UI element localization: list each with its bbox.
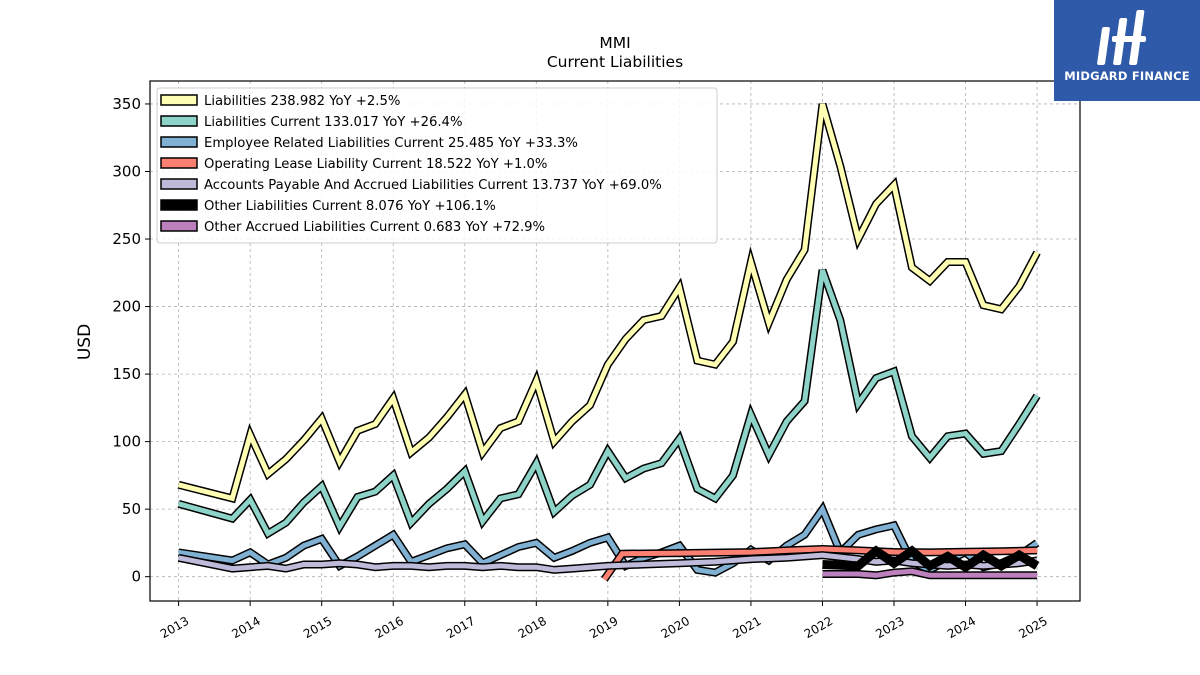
legend: Liabilities 238.982 YoY +2.5% Liabilities… [156,87,718,244]
legend-box [156,87,718,244]
x-tick-label: 2020 [659,614,692,641]
y-tick-label: 200 [112,298,141,316]
chart-title: MMI [599,34,630,52]
series-line [177,269,1040,538]
x-tick-label: 2014 [229,614,262,641]
x-tick-label: 2022 [802,614,835,641]
series-layer [177,102,1041,582]
brand-name: MIDGARD FINANCE [1064,69,1190,83]
legend-entry: Other Liabilities Current 8.076 YoY +106… [204,199,496,214]
legend-swatch [160,178,198,190]
y-axis-label: USD [75,324,95,360]
legend-entry: Liabilities Current 133.017 YoY +26.4% [204,115,462,130]
series-line [822,568,1038,578]
brand-mark-icon [1097,10,1146,65]
series-line-outline [822,545,1040,573]
legend-entry: Employee Related Liabilities Current 25.… [204,136,578,151]
chart-subtitle: Current Liabilities [547,53,683,71]
legend-swatch [160,136,198,148]
y-tick-label: 100 [112,433,141,451]
x-tick-label: 2024 [945,614,978,641]
legend-swatch [160,157,198,169]
x-tick-label: 2016 [373,614,406,641]
legend-entry: Other Accrued Liabilities Current 0.683 … [204,220,545,235]
x-tick-label: 2019 [587,614,620,641]
x-tick-label: 2025 [1016,614,1049,641]
y-tick-label: 350 [112,95,141,113]
x-axis-ticks: 2013 2014 2015 2016 2017 2018 2019 2020 2021 2022… [158,601,1050,641]
legend-entry: Operating Lease Liability Current 18.522… [204,157,547,172]
y-tick-label: 0 [131,568,141,586]
x-tick-label: 2015 [301,614,334,641]
y-tick-label: 300 [112,162,141,180]
y-tick-label: 250 [112,230,141,248]
x-tick-label: 2021 [730,614,763,641]
series-0 [177,102,1041,504]
legend-entry: Liabilities 238.982 YoY +2.5% [204,94,400,109]
legend-swatch [160,220,198,232]
brand-logo: MIDGARD FINANCE [1054,0,1200,101]
y-tick-label: 150 [112,365,141,383]
series-6 [822,567,1038,580]
x-tick-label: 2018 [516,614,549,641]
series-line [177,103,1040,502]
legend-entry: Accounts Payable And Accrued Liabilities… [204,178,662,193]
x-tick-label: 2023 [873,614,906,641]
legend-swatch [160,94,198,106]
x-tick-label: 2013 [158,614,191,641]
series-line [602,546,1038,581]
x-tick-label: 2017 [444,614,477,641]
legend-swatch [160,115,198,127]
y-axis-ticks: 0 50 100 150 200 250 300 350 [112,95,150,586]
series-3 [601,544,1038,582]
series-5 [822,545,1040,573]
legend-swatch [160,199,198,211]
series-1 [177,268,1041,540]
plot-frame [149,80,1081,602]
y-tick-label: 50 [122,500,141,518]
